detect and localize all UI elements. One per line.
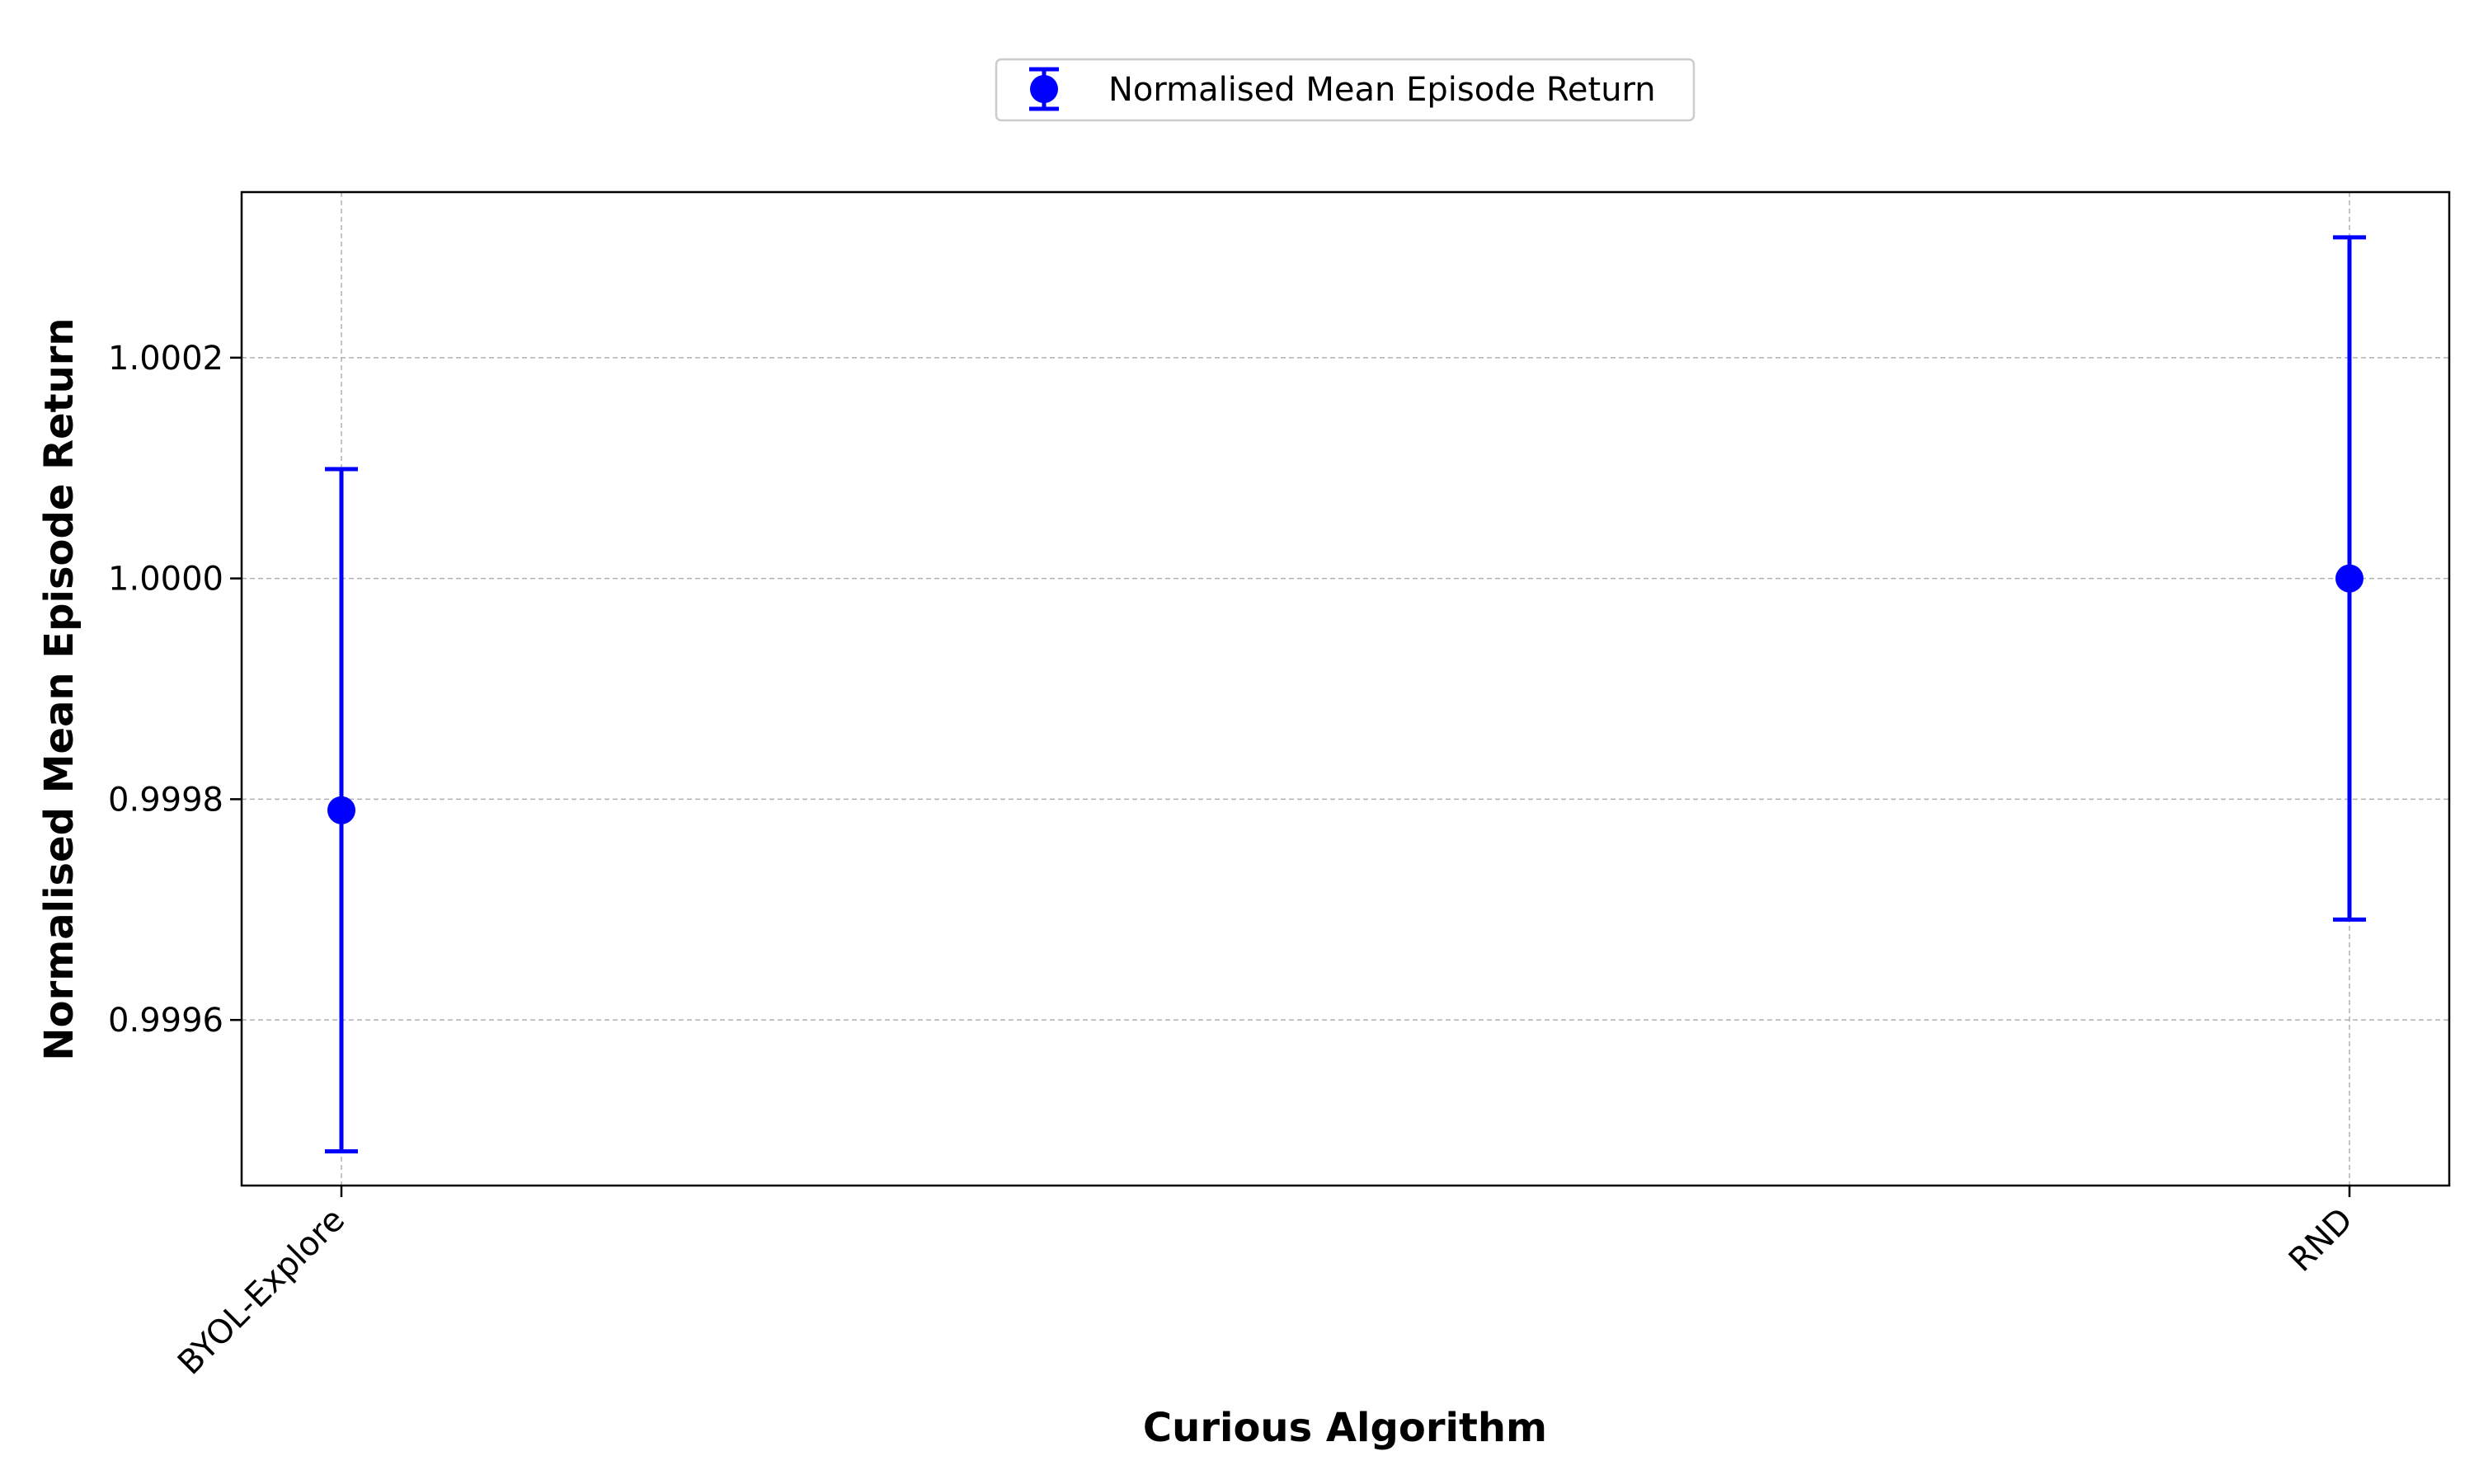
legend-point xyxy=(1030,75,1058,103)
legend-marker xyxy=(1029,67,1059,111)
y-tick-label: 1.0000 xyxy=(108,561,223,599)
grid xyxy=(242,192,2449,1186)
legend: Normalised Mean Episode Return xyxy=(995,58,1696,122)
data-marks xyxy=(325,235,2366,1153)
data-point xyxy=(327,796,355,824)
x-axis-title: Curious Algorithm xyxy=(1143,1405,1547,1451)
data-point-group xyxy=(2333,235,2366,922)
data-point-group xyxy=(325,467,358,1153)
y-axis-title: Normalised Mean Episode Return xyxy=(36,317,82,1060)
y-tick-label: 0.9998 xyxy=(108,781,223,819)
ticks: 0.9996 0.9998 1.0000 1.0002 BYOL-Explore RND xyxy=(108,340,2360,1383)
y-tick-label: 1.0002 xyxy=(108,340,223,378)
legend-label: Normalised Mean Episode Return xyxy=(1108,71,1656,109)
y-tick-label: 0.9996 xyxy=(108,1002,223,1040)
data-point xyxy=(2335,564,2363,593)
legend-box xyxy=(995,58,1696,122)
x-tick-label: RND xyxy=(2282,1201,2360,1280)
plot-frame xyxy=(240,190,2451,1187)
x-tick-label: BYOL-Explore xyxy=(171,1201,352,1383)
